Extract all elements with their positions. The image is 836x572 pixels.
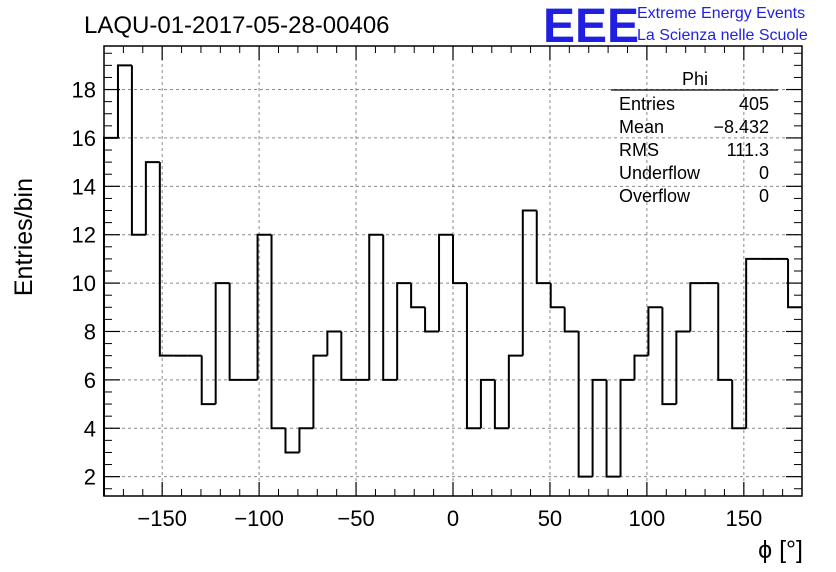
x-tick-label: −100 <box>234 506 284 531</box>
chart-title: LAQU-01-2017-05-28-00406 <box>84 12 390 39</box>
y-axis-label: Entries/bin <box>10 178 38 296</box>
x-tick-labels: −150 −100 −50 0 50 100 150 <box>137 506 762 531</box>
stats-box: Phi Entries 405 Mean −8.432 RMS 111.3 Underflo… <box>611 69 778 206</box>
histogram-bin <box>591 378 607 477</box>
histogram-bin <box>130 65 146 236</box>
stats-label: Mean <box>619 117 664 137</box>
axis-ticks <box>104 46 802 496</box>
x-tick-label: 50 <box>538 506 562 531</box>
histogram-bin <box>326 330 342 356</box>
logo-mark: EEE <box>543 0 639 53</box>
eee-logo: EEE Extreme Energy Events La Scienza nel… <box>543 0 808 53</box>
stats-value: 111.3 <box>727 140 769 160</box>
y-tick-label: 6 <box>84 368 96 393</box>
histogram-bin <box>745 257 761 429</box>
y-tick-label: 18 <box>72 78 96 103</box>
histogram-bin <box>382 234 398 381</box>
histogram-bin <box>200 355 216 406</box>
logo-line-1: Extreme Energy Events <box>637 5 805 22</box>
x-tick-label: −150 <box>137 506 187 531</box>
histogram-bin <box>312 354 328 429</box>
histogram-bin <box>563 307 579 333</box>
stats-label: RMS <box>619 140 659 160</box>
stats-rows: Entries 405 Mean −8.432 RMS 111.3 Underflow 0 Ov… <box>619 94 769 206</box>
y-tick-label: 10 <box>72 271 96 296</box>
y-tick-labels: 2 4 6 8 10 12 14 16 18 <box>72 78 96 490</box>
histogram-bin <box>228 283 244 381</box>
stats-value: 0 <box>759 163 769 183</box>
histogram-bin <box>452 234 467 285</box>
histogram-bin <box>493 379 509 430</box>
histogram-bin <box>521 209 537 356</box>
y-tick-label: 12 <box>72 223 96 248</box>
histogram-bin <box>647 306 663 356</box>
histogram-bin <box>717 283 733 381</box>
x-tick-label: 100 <box>629 506 666 531</box>
stats-label: Underflow <box>619 163 701 183</box>
histogram-bin <box>661 307 677 406</box>
histogram-bin <box>410 283 426 309</box>
histogram-bin <box>116 64 132 138</box>
histogram-bin <box>605 379 621 478</box>
histogram-bin <box>535 210 551 285</box>
y-tick-label: 4 <box>84 416 96 441</box>
histogram-bin <box>465 283 481 430</box>
x-axis-label: ϕ [°] <box>758 536 803 564</box>
histogram-bin <box>731 379 747 430</box>
histogram-bin <box>479 378 495 429</box>
histogram-bin <box>633 354 649 380</box>
histogram-bin <box>298 427 314 453</box>
x-tick-label: 0 <box>447 506 459 531</box>
histogram-bin <box>438 233 453 332</box>
y-tick-label: 8 <box>84 319 96 344</box>
stats-label: Entries <box>619 94 675 114</box>
histogram-bin <box>368 233 384 380</box>
y-tick-label: 14 <box>72 174 96 199</box>
histogram-bin <box>689 282 705 332</box>
stats-value: −8.432 <box>713 117 769 137</box>
x-tick-label: −50 <box>337 506 374 531</box>
histogram-bin <box>256 233 272 380</box>
histogram-bin <box>270 234 286 430</box>
histogram-bin <box>507 354 523 429</box>
histogram-bin <box>577 331 593 478</box>
stats-label: Overflow <box>619 186 691 206</box>
histogram-bin <box>284 428 300 454</box>
histogram-bin <box>214 282 230 405</box>
histogram-bin <box>103 136 118 496</box>
stats-value: 405 <box>739 94 769 114</box>
histogram-bin <box>144 161 160 235</box>
histogram-bin <box>675 330 691 405</box>
histogram-bin <box>424 307 440 333</box>
histogram-bin <box>340 331 356 381</box>
logo-line-2: La Scienza nelle Scuole <box>637 27 808 44</box>
histogram-bin <box>396 282 412 380</box>
y-tick-label: 16 <box>72 126 96 151</box>
x-tick-label: 150 <box>725 506 762 531</box>
y-tick-label: 2 <box>84 465 96 490</box>
stats-title: Phi <box>682 69 708 89</box>
histogram-bin <box>619 378 635 477</box>
stats-value: 0 <box>759 186 769 206</box>
histogram-bin <box>549 283 565 309</box>
histogram-bin <box>158 162 174 357</box>
